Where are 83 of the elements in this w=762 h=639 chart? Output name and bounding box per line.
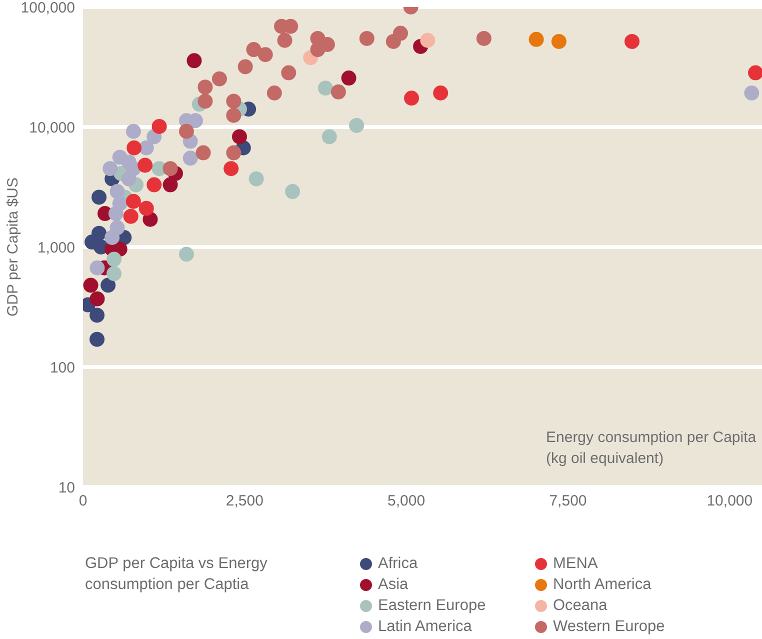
- point: [198, 94, 213, 109]
- point: [138, 158, 153, 173]
- point: [528, 32, 544, 47]
- x-tick-label: 7,500: [549, 492, 587, 510]
- point: [359, 30, 374, 46]
- point: [108, 206, 124, 222]
- point: [386, 34, 401, 49]
- point: [90, 260, 105, 276]
- point: [90, 308, 105, 323]
- legend-label: Africa: [378, 554, 418, 572]
- point: [100, 278, 116, 293]
- point: [152, 118, 167, 134]
- point: [162, 177, 178, 192]
- point: [281, 65, 296, 80]
- point: [476, 30, 492, 46]
- legend-label: Western Europe: [553, 618, 665, 636]
- point: [178, 246, 194, 262]
- point: [744, 86, 760, 101]
- point: [624, 34, 640, 49]
- point: [224, 161, 239, 176]
- point: [146, 177, 162, 192]
- x-tick-label: 5,000: [388, 492, 426, 510]
- x-tick-label: 0: [78, 492, 88, 510]
- point: [104, 230, 120, 245]
- point: [277, 32, 292, 48]
- text: GDP per Capita vs Energy consumption per Captia: [85, 554, 268, 595]
- point: [341, 70, 356, 86]
- point: [420, 32, 436, 48]
- legend-label: MENA: [553, 554, 598, 572]
- point: [404, 90, 420, 106]
- point: [138, 200, 154, 216]
- point: [138, 140, 154, 156]
- point: [226, 108, 242, 123]
- point: [110, 184, 125, 200]
- point: [285, 184, 300, 200]
- y-tick-label: 100: [50, 359, 75, 376]
- point: [318, 80, 333, 96]
- y-axis-title: GDP per Capita $US: [4, 178, 22, 316]
- point: [106, 266, 122, 282]
- point: [90, 332, 105, 347]
- point: [212, 71, 227, 86]
- point: [349, 118, 364, 133]
- point: [92, 190, 107, 205]
- point: [83, 278, 98, 293]
- point: [433, 86, 448, 101]
- point: [126, 194, 141, 209]
- legend-label: Oceana: [553, 596, 608, 614]
- point: [238, 59, 253, 74]
- point: [198, 80, 213, 95]
- y-tick-label: 1,000: [37, 239, 75, 256]
- point: [551, 34, 566, 49]
- point: [126, 140, 142, 156]
- legend-label: Eastern Europe: [378, 596, 486, 614]
- x-axis-title: Energy consumption per Capita (kg oil equivalent): [546, 428, 758, 469]
- point: [90, 291, 105, 306]
- point: [126, 124, 141, 139]
- point: [182, 150, 198, 166]
- point: [246, 42, 262, 58]
- y-tick-label: 100,000: [20, 0, 75, 16]
- point: [196, 145, 211, 160]
- point: [266, 86, 282, 101]
- point: [178, 124, 194, 139]
- point: [106, 252, 122, 267]
- y-tick-label: 10: [58, 479, 75, 496]
- point: [232, 129, 247, 144]
- point: [186, 53, 202, 68]
- point: [102, 161, 118, 176]
- point: [123, 208, 138, 224]
- point: [322, 129, 337, 144]
- point: [226, 145, 242, 160]
- point: [748, 65, 762, 80]
- legend-label: Asia: [378, 576, 408, 594]
- point: [330, 84, 346, 100]
- point: [226, 94, 242, 109]
- point: [258, 47, 273, 62]
- point: [162, 161, 178, 176]
- y-tick-label: 10,000: [29, 119, 75, 136]
- legend-label: North America: [553, 576, 652, 594]
- legend-label: Latin America: [378, 618, 472, 636]
- x-tick-label: 2,500: [226, 492, 264, 510]
- point: [121, 171, 136, 186]
- x-tick-label: 10,000: [706, 492, 753, 510]
- point: [248, 171, 264, 186]
